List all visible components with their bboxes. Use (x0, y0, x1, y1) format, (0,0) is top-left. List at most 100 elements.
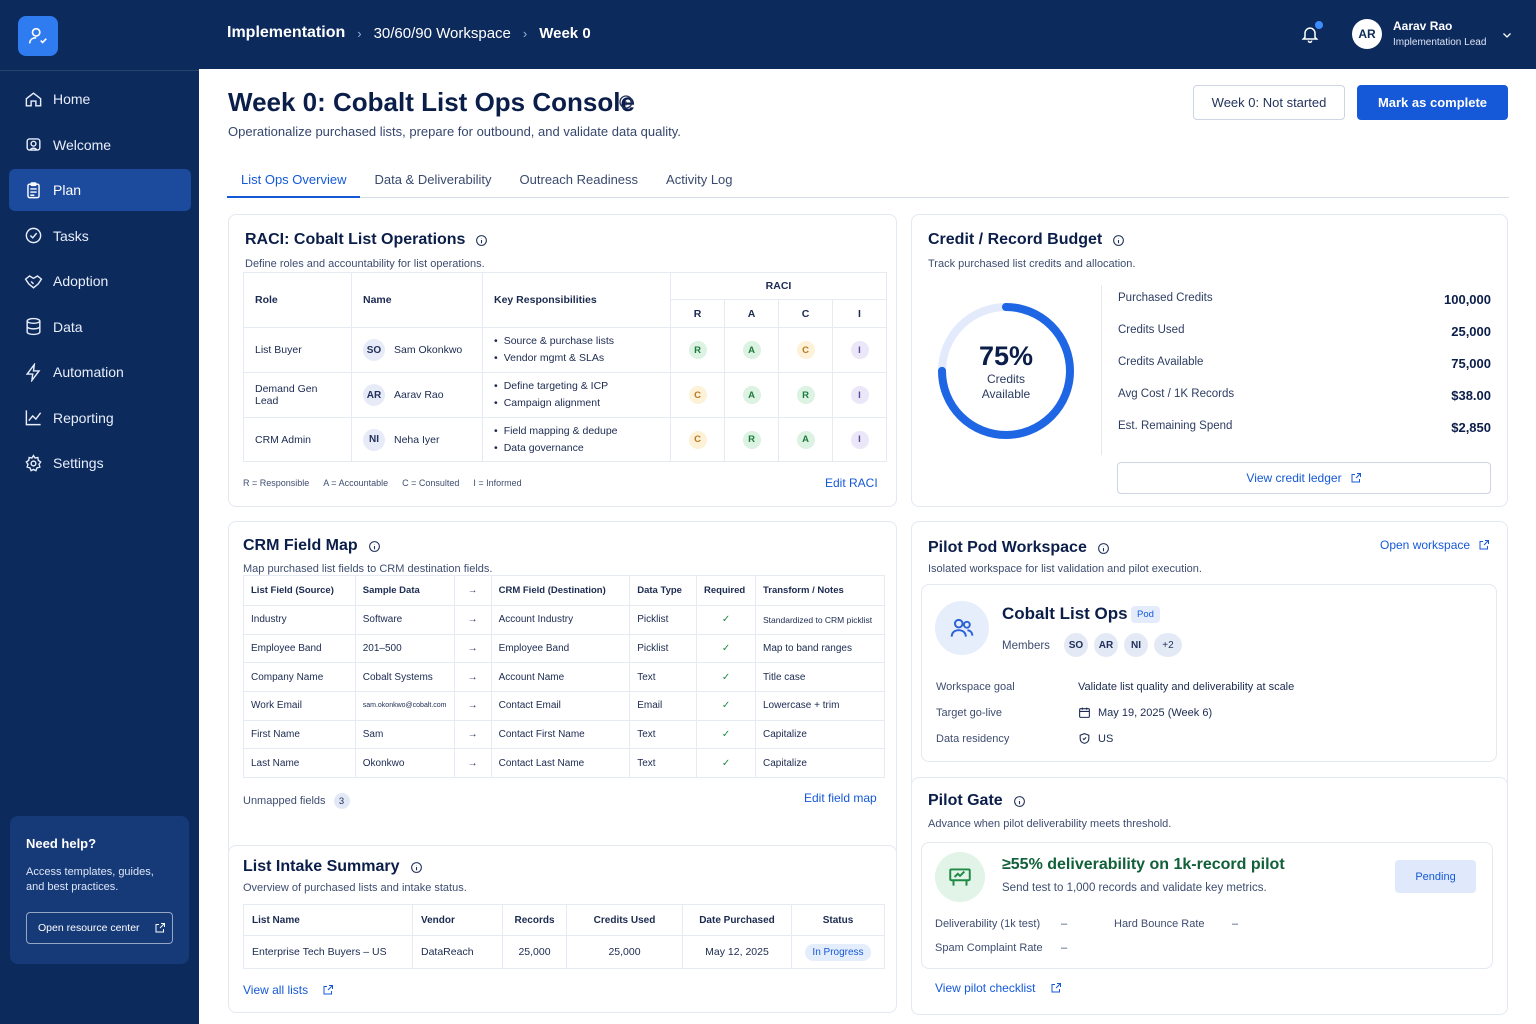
sidebar-item-label: Settings (53, 455, 104, 471)
raci-badge: I (850, 430, 869, 449)
sidebar-item-label: Data (53, 318, 83, 335)
view-pilot-checklist-link[interactable]: View pilot checklist (935, 981, 1062, 995)
goal-label: Workspace goal (936, 681, 1015, 693)
donut-fill (938, 303, 1074, 439)
budget-value: 100,000 (1444, 292, 1491, 307)
edit-field-map-link[interactable]: Edit field map (804, 791, 877, 805)
tab-activity-log[interactable]: Activity Log (666, 172, 733, 187)
budget-label: Est. Remaining Spend (1118, 420, 1233, 432)
table-row[interactable]: Enterprise Tech Buyers – US DataReach 25… (243, 935, 885, 969)
metric-label: Deliverability (1k test) (935, 918, 1041, 930)
goal-value: Validate list quality and deliverability… (1078, 681, 1294, 693)
breadcrumb-current: Week 0 (539, 24, 591, 42)
arrow-right-icon: → (453, 662, 492, 693)
sidebar-divider (0, 70, 199, 71)
sidebar-item-welcome[interactable]: Welcome (9, 124, 191, 166)
unmapped-fields[interactable]: Unmapped fields 3 (243, 793, 350, 809)
open-workspace-link[interactable]: Open workspace (1380, 538, 1490, 552)
table-row: Work Email sam.okonkwo@cobalt.com → Contact… (243, 691, 885, 721)
breadcrumb-item[interactable]: 30/60/90 Workspace (373, 24, 511, 42)
info-icon[interactable] (1112, 234, 1125, 247)
column-header: Required (696, 575, 756, 606)
sidebar-item-data[interactable]: Data (9, 306, 191, 348)
role-cell: Demand Gen Lead (243, 372, 352, 418)
date-purchased: May 12, 2025 (682, 935, 792, 969)
dest-field: Contact First Name (490, 719, 631, 750)
topbar: Implementation › 30/60/90 Workspace › We… (199, 0, 1536, 69)
avatar[interactable]: AR (1352, 19, 1382, 49)
status-badge[interactable]: Pending (1395, 860, 1476, 893)
sidebar-item-reporting[interactable]: Reporting (9, 397, 191, 439)
source-field: Last Name (243, 748, 356, 779)
view-credit-ledger-button[interactable]: View credit ledger (1117, 462, 1491, 494)
budget-row: Est. Remaining Spend $2,850 (1118, 420, 1491, 435)
budget-label: Credits Available (1118, 356, 1204, 368)
week-status-button[interactable]: Week 0: Not started (1193, 85, 1345, 120)
raci-subtitle: Define roles and accountability for list… (245, 258, 485, 270)
column-header: Status (791, 904, 885, 936)
tab-data-deliverability[interactable]: Data & Deliverability (374, 172, 492, 187)
legend-item: I = Informed (473, 478, 522, 488)
edit-raci-link[interactable]: Edit RACI (825, 476, 878, 490)
info-icon[interactable] (618, 94, 634, 110)
check-circle-icon (23, 226, 43, 246)
check-icon: ✓ (696, 748, 756, 779)
mark-complete-button[interactable]: Mark as complete (1357, 85, 1508, 120)
bell-icon[interactable] (1300, 24, 1320, 44)
sidebar-item-adoption[interactable]: Adoption (9, 260, 191, 302)
budget-row: Purchased Credits 100,000 (1118, 292, 1491, 307)
field-map-title: CRM Field Map (243, 537, 381, 555)
sidebar-item-tasks[interactable]: Tasks (9, 215, 191, 257)
raci-badge: C (688, 386, 707, 404)
sidebar-nav: Home Welcome Plan Tasks Adoption Data Au… (9, 78, 191, 488)
column-header: C (778, 299, 833, 328)
name-cell: AR Aarav Rao (351, 372, 483, 418)
info-icon[interactable] (1013, 795, 1026, 808)
info-icon[interactable] (475, 234, 488, 247)
view-all-lists-link[interactable]: View all lists (243, 983, 334, 997)
raci-table: Role Name Key Responsibilities RACI R A … (243, 272, 887, 462)
gate-title-text: Pilot Gate (928, 792, 1003, 809)
column-header: List Field (Source) (243, 575, 356, 606)
info-icon[interactable] (368, 540, 381, 553)
name-cell: SO Sam Okonkwo (351, 327, 483, 373)
transform-note: Capitalize (755, 748, 885, 779)
sidebar-item-plan[interactable]: Plan (9, 169, 191, 211)
app-logo-icon[interactable] (18, 16, 58, 56)
check-icon: ✓ (696, 719, 756, 750)
field-map-subtitle: Map purchased list fields to CRM destina… (243, 563, 493, 575)
residency-value: US (1078, 732, 1113, 745)
shield-icon (1078, 732, 1091, 745)
checklist-label: View pilot checklist (935, 981, 1036, 995)
help-text: Access templates, guides, and best pract… (26, 866, 154, 893)
unmapped-label: Unmapped fields (243, 795, 326, 807)
budget-value: 25,000 (1451, 324, 1491, 339)
chevron-down-icon[interactable] (1501, 29, 1513, 41)
sample-data: sam.okonkwo@cobalt.com (354, 691, 455, 721)
info-icon[interactable] (1097, 542, 1110, 555)
tab-list-ops-overview[interactable]: List Ops Overview (227, 165, 361, 198)
tab-outreach-readiness[interactable]: Outreach Readiness (519, 172, 639, 187)
donut-label: Credits Available (981, 371, 1031, 401)
info-icon[interactable] (410, 861, 423, 874)
avatar: NI (1124, 633, 1148, 657)
sample-data: Sam (354, 719, 455, 750)
pod-title: Pilot Pod Workspace (928, 539, 1110, 557)
sidebar-item-home[interactable]: Home (9, 78, 191, 120)
sidebar-item-automation[interactable]: Automation (9, 351, 191, 393)
users-icon (935, 601, 989, 655)
gate-card: Pilot Gate Advance when pilot deliverabi… (911, 777, 1508, 1015)
person-name: Aarav Rao (394, 388, 444, 401)
budget-value: $2,850 (1451, 420, 1491, 435)
source-field: First Name (243, 719, 356, 750)
breadcrumb-item[interactable]: Implementation (227, 24, 346, 41)
open-resource-center-button[interactable]: Open resource center (26, 912, 173, 944)
members-list[interactable]: SO AR NI +2 (1064, 633, 1182, 657)
breadcrumb: Implementation › 30/60/90 Workspace › We… (227, 24, 591, 42)
source-field: Industry (243, 605, 356, 635)
sidebar-item-settings[interactable]: Settings (9, 442, 191, 484)
avatar: AR (363, 384, 385, 406)
list-item: Define targeting & ICP (494, 378, 659, 395)
status-badge: In Progress (805, 943, 871, 961)
data-type: Picklist (629, 605, 698, 635)
